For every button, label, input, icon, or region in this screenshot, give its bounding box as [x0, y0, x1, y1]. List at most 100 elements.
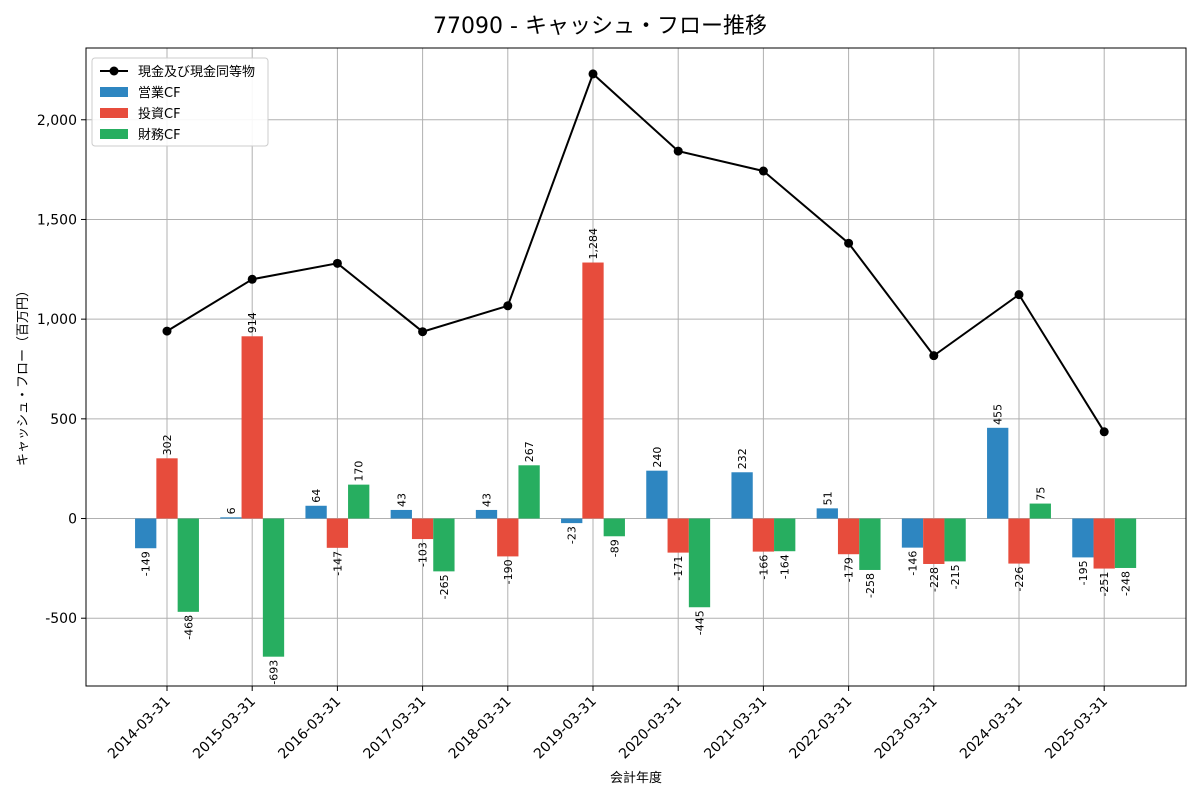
bar — [1008, 518, 1030, 564]
legend-label: 財務CF — [138, 128, 181, 143]
data-label: -89 — [608, 539, 621, 557]
x-tick-label: 2017-03-31 — [361, 694, 430, 763]
data-label: -147 — [331, 551, 344, 576]
bar — [944, 518, 966, 562]
x-tick-label: 2020-03-31 — [616, 694, 685, 763]
data-label: 302 — [161, 434, 174, 455]
y-tick-label: 500 — [50, 412, 77, 428]
data-label: 267 — [523, 441, 536, 462]
bar — [667, 518, 689, 553]
bar — [411, 518, 434, 540]
x-tick-label: 2016-03-31 — [275, 694, 344, 763]
data-label: -265 — [438, 574, 451, 599]
bar — [731, 472, 753, 519]
x-tick-label: 2014-03-31 — [105, 694, 174, 763]
bar — [177, 518, 199, 612]
grid — [86, 48, 1186, 686]
axes: -500 0 500 1,000 1,500 2,000 2014-03-31 2015-03… — [37, 113, 1111, 763]
y-tick-label: -500 — [45, 611, 77, 627]
data-label: 1,284 — [587, 228, 600, 260]
bar — [348, 484, 370, 519]
bar — [752, 518, 775, 552]
data-label: -468 — [182, 615, 195, 640]
data-label: -146 — [907, 551, 920, 576]
data-label: -195 — [1077, 560, 1090, 585]
legend-swatch — [100, 87, 128, 97]
data-label: 43 — [481, 493, 494, 507]
bar — [326, 518, 349, 548]
legend-swatch — [100, 108, 128, 118]
x-axis-label: 会計年度 — [610, 770, 662, 786]
bar — [688, 518, 711, 608]
data-labels: -149 6 64 43 43 -23 240 232 51 -146 455 -195 302 914 -… — [140, 228, 1133, 685]
data-label: -693 — [268, 660, 281, 685]
cash-point — [418, 327, 428, 337]
x-tick-label: 2022-03-31 — [787, 694, 856, 763]
bars — [135, 262, 1137, 657]
data-label: -23 — [566, 526, 579, 544]
legend-box — [91, 57, 269, 147]
bar — [220, 517, 242, 519]
x-tick-label: 2018-03-31 — [446, 694, 515, 763]
bar — [433, 518, 455, 572]
bar — [837, 518, 860, 555]
bar — [561, 518, 583, 524]
cash-line — [162, 69, 1109, 437]
bar — [475, 509, 498, 519]
bar — [390, 509, 412, 519]
cash-point — [1014, 290, 1024, 300]
bar — [1072, 518, 1094, 558]
data-label: -190 — [502, 559, 515, 584]
cash-point — [162, 326, 172, 336]
bar — [646, 470, 668, 519]
bar — [241, 336, 263, 519]
data-label: -164 — [779, 554, 792, 579]
bar — [774, 518, 796, 552]
data-label: 43 — [395, 493, 408, 507]
legend-label: 営業CF — [138, 85, 181, 101]
data-label: -215 — [949, 564, 962, 589]
data-label: -103 — [417, 542, 430, 567]
cash-point — [673, 146, 683, 156]
x-tick-label: 2015-03-31 — [190, 694, 259, 763]
cash-point — [588, 69, 598, 79]
data-label: 6 — [225, 507, 238, 514]
data-label: 75 — [1034, 487, 1047, 501]
cash-line-path — [166, 72, 1106, 433]
data-label: -179 — [843, 557, 856, 582]
x-tick-label: 2025-03-31 — [1042, 694, 1111, 763]
data-label: 232 — [736, 448, 749, 469]
data-label: -226 — [1013, 567, 1026, 592]
bar — [1029, 503, 1051, 519]
bar — [1114, 518, 1137, 568]
bar — [305, 505, 327, 519]
data-label: -166 — [757, 555, 770, 580]
data-label: 51 — [821, 491, 834, 505]
x-tick-label: 2019-03-31 — [531, 694, 600, 763]
bar — [923, 518, 945, 564]
data-label: -258 — [864, 573, 877, 598]
cash-point — [929, 351, 939, 361]
bar — [518, 465, 540, 519]
data-label: 64 — [310, 489, 323, 503]
data-label: 914 — [246, 312, 259, 333]
bar — [582, 262, 604, 519]
data-label: -445 — [694, 610, 707, 635]
data-label: -251 — [1098, 572, 1111, 597]
y-tick-label: 1,500 — [37, 212, 77, 228]
x-tick-label: 2024-03-31 — [957, 694, 1026, 763]
x-tick-label: 2023-03-31 — [872, 694, 941, 763]
data-label: 170 — [353, 461, 366, 482]
data-label: -228 — [928, 567, 941, 592]
bar — [816, 508, 838, 519]
bar — [262, 518, 285, 657]
data-label: 240 — [651, 447, 664, 468]
cash-point — [503, 301, 513, 311]
cash-point — [247, 274, 257, 284]
data-label: -248 — [1120, 571, 1133, 596]
bar — [859, 518, 881, 570]
bar — [156, 458, 178, 519]
y-axis-label: キャッシュ・フロー（百万円） — [16, 284, 31, 466]
bar — [603, 518, 625, 537]
